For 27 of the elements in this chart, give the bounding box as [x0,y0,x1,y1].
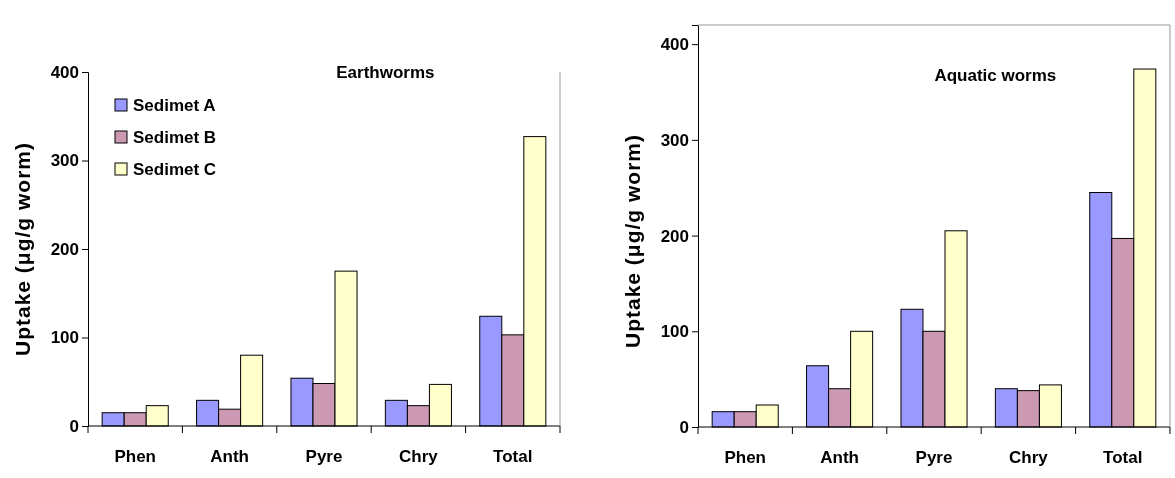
chart-title: Earthworms [336,63,435,82]
y-tick-label: 200 [660,226,689,246]
text: Aquatic worms [934,66,1057,85]
x-tick-label: Phen [724,448,766,467]
y-axis-title: Uptake (μg/g worm) [11,141,34,357]
x-tick-label: Anth [210,447,249,466]
y-tick-label: 0 [679,417,689,437]
y-tick-label: 200 [50,239,79,259]
y-tick-label: 400 [50,62,79,82]
y-axis-title: Uptake (μg/g worm) [621,133,644,349]
y-tick-label: 300 [50,151,79,171]
x-tick-label: Phen [114,447,156,466]
x-tick-label: Pyre [305,447,343,466]
x-tick-label: Total [1103,448,1143,467]
x-tick-label: Anth [820,448,859,467]
x-tick-label: Pyre [915,448,953,467]
y-tick-label: 100 [50,328,79,348]
legend-label: Sedimet A [133,96,216,115]
x-tick-label: Chry [399,447,439,466]
y-tick-label: 0 [69,416,79,436]
x-tick-label: Total [493,447,533,466]
legend-label: Sedimet C [133,160,217,179]
y-tick-label: 400 [660,35,689,55]
legend-label: Sedimet B [133,128,217,147]
x-tick-label: Chry [1009,448,1049,467]
y-tick-label: 100 [660,322,689,342]
y-tick-label: 300 [660,130,689,150]
